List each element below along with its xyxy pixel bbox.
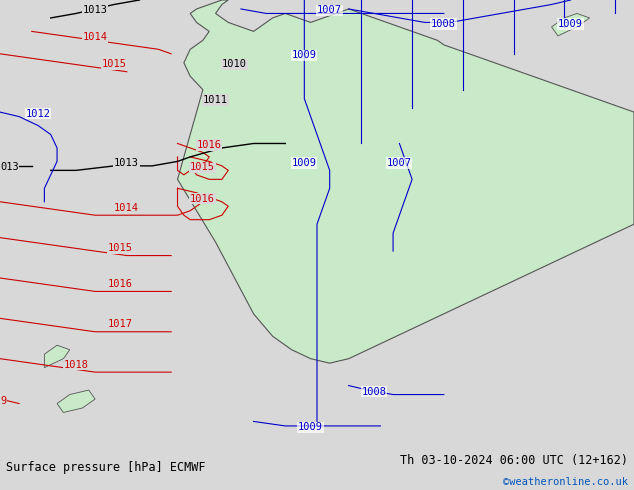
- Text: 1008: 1008: [431, 19, 456, 29]
- Polygon shape: [44, 345, 70, 368]
- Text: 1011: 1011: [203, 95, 228, 105]
- Text: 1009: 1009: [292, 50, 316, 60]
- Text: Th 03-10-2024 06:00 UTC (12+162): Th 03-10-2024 06:00 UTC (12+162): [399, 454, 628, 467]
- Text: 1018: 1018: [63, 360, 88, 369]
- Text: 1013: 1013: [82, 5, 107, 16]
- Text: 1009: 1009: [298, 422, 323, 432]
- Text: 1016: 1016: [197, 140, 221, 150]
- Text: 1007: 1007: [317, 5, 342, 16]
- Text: 013: 013: [0, 162, 19, 172]
- Text: 1009: 1009: [558, 19, 583, 29]
- Text: Surface pressure [hPa] ECMWF: Surface pressure [hPa] ECMWF: [6, 461, 206, 474]
- Text: 1015: 1015: [101, 59, 126, 69]
- Text: 1016: 1016: [108, 279, 133, 289]
- Text: 1015: 1015: [190, 162, 215, 172]
- Text: 1010: 1010: [222, 59, 247, 69]
- Text: 1008: 1008: [361, 387, 386, 396]
- Text: 1013: 1013: [114, 158, 139, 168]
- Polygon shape: [57, 390, 95, 413]
- Text: 9: 9: [0, 395, 6, 406]
- Text: 1007: 1007: [387, 158, 411, 168]
- Text: 1014: 1014: [82, 32, 107, 42]
- Text: 1017: 1017: [108, 319, 133, 329]
- Text: 1009: 1009: [292, 158, 316, 168]
- Text: 1015: 1015: [108, 243, 133, 253]
- Text: 1014: 1014: [114, 203, 139, 213]
- Polygon shape: [178, 0, 634, 363]
- Polygon shape: [552, 13, 590, 36]
- Text: ©weatheronline.co.uk: ©weatheronline.co.uk: [503, 477, 628, 487]
- Text: 1016: 1016: [190, 194, 215, 204]
- Text: 1012: 1012: [25, 109, 50, 119]
